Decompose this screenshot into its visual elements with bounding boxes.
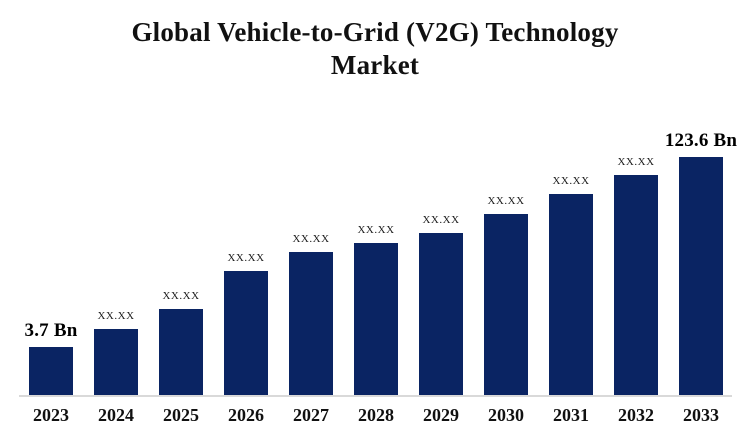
bar-2024 bbox=[94, 329, 138, 395]
x-tick-2027: 2027 bbox=[293, 405, 329, 425]
value-label-2024: XX.XX bbox=[97, 310, 135, 322]
bar-2029 bbox=[419, 233, 463, 395]
value-label-2026: XX.XX bbox=[227, 252, 265, 264]
bar-2031 bbox=[549, 194, 593, 395]
value-label-2030: XX.XX bbox=[487, 195, 525, 207]
x-tick-2023: 2023 bbox=[33, 405, 69, 425]
bar-2028 bbox=[354, 243, 398, 395]
value-label-2032: XX.XX bbox=[617, 156, 655, 168]
x-tick-2030: 2030 bbox=[488, 405, 524, 425]
x-axis-line bbox=[19, 395, 732, 397]
x-tick-2029: 2029 bbox=[423, 405, 459, 425]
value-label-2029: XX.XX bbox=[422, 214, 460, 226]
value-label-2027: XX.XX bbox=[292, 233, 330, 245]
value-label-2031: XX.XX bbox=[552, 175, 590, 187]
value-label-2028: XX.XX bbox=[357, 224, 395, 236]
bar-2026 bbox=[224, 271, 268, 395]
bar-2027 bbox=[289, 252, 333, 395]
x-tick-2033: 2033 bbox=[683, 405, 719, 425]
chart-title-line1: Global Vehicle-to-Grid (V2G) Technology bbox=[131, 17, 619, 47]
x-tick-2026: 2026 bbox=[228, 405, 264, 425]
x-tick-2024: 2024 bbox=[98, 405, 134, 425]
bar-2023 bbox=[29, 347, 73, 395]
x-tick-2032: 2032 bbox=[618, 405, 654, 425]
x-tick-2028: 2028 bbox=[358, 405, 394, 425]
value-label-2023: 3.7 Bn bbox=[24, 320, 78, 341]
value-label-2033: 123.6 Bn bbox=[664, 130, 738, 151]
x-tick-2031: 2031 bbox=[553, 405, 589, 425]
bar-2030 bbox=[484, 214, 528, 395]
chart-title: Global Vehicle-to-Grid (V2G) Technology … bbox=[0, 16, 750, 82]
x-tick-2025: 2025 bbox=[163, 405, 199, 425]
bar-2032 bbox=[614, 175, 658, 395]
bar-2033 bbox=[679, 157, 723, 395]
chart-title-line2: Market bbox=[330, 50, 420, 80]
bar-2025 bbox=[159, 309, 203, 395]
value-label-2025: XX.XX bbox=[162, 290, 200, 302]
